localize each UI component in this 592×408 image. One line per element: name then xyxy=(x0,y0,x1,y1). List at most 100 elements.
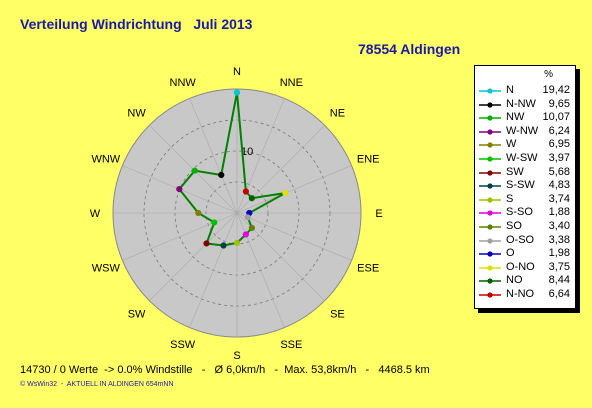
direction-label: WSW xyxy=(92,262,121,274)
legend-item: W-SW 3,97 xyxy=(477,152,573,166)
legend-marker-icon xyxy=(479,156,501,162)
data-point xyxy=(233,239,241,247)
direction-label: SSW xyxy=(170,339,196,351)
legend-item: W 6,95 xyxy=(477,138,573,152)
direction-label: NNE xyxy=(280,77,303,89)
legend-marker-icon xyxy=(479,115,501,121)
legend-value: 6,95 xyxy=(548,138,570,151)
spoke-line xyxy=(236,165,352,214)
data-point xyxy=(220,242,227,249)
legend-direction-label: NO xyxy=(506,274,523,287)
data-point xyxy=(242,188,249,195)
stats-footer: 14730 / 0 Werte -> 0.0% Windstille - Ø 6… xyxy=(20,364,430,376)
legend-direction-label: N-NW xyxy=(506,97,536,110)
direction-label: N xyxy=(233,66,241,78)
legend-direction-label: N-NO xyxy=(506,288,535,300)
direction-label: NW xyxy=(127,108,146,120)
direction-label: SSE xyxy=(280,339,302,351)
legend-marker-icon xyxy=(479,197,501,203)
legend-direction-label: SW xyxy=(506,165,524,178)
chart-title: Verteilung Windrichtung Juli 2013 xyxy=(20,16,253,32)
legend-direction-label: N xyxy=(506,84,514,96)
data-point xyxy=(195,209,202,217)
spoke-line xyxy=(236,212,352,261)
direction-label: ENE xyxy=(357,154,380,166)
spoke-line xyxy=(189,212,238,328)
legend-direction-label: S-SW xyxy=(506,179,535,192)
legend-item: O-NO 3,75 xyxy=(477,261,573,275)
legend-direction-label: S xyxy=(506,192,514,205)
legend-item: W-NW 6,24 xyxy=(477,125,573,139)
legend-direction-label: NW xyxy=(506,111,525,124)
legend-item: SW 5,68 xyxy=(477,166,573,180)
data-point xyxy=(211,219,218,226)
legend-item: O-SO 3,38 xyxy=(477,234,573,248)
legend-marker-icon xyxy=(479,210,501,216)
legend-marker-icon xyxy=(479,129,501,135)
legend-direction-label: O-SO xyxy=(506,233,535,246)
legend-item: NW 10,07 xyxy=(477,111,573,125)
legend-item: N-NW 9,65 xyxy=(477,98,573,112)
legend-value: 3,75 xyxy=(548,260,570,273)
legend-direction-label: O xyxy=(506,247,515,260)
legend-marker-icon xyxy=(479,101,501,108)
data-point xyxy=(176,186,183,193)
spoke-line xyxy=(189,98,238,214)
direction-label: E xyxy=(375,208,382,220)
legend-value: 3,38 xyxy=(548,233,570,246)
legend-unit: % xyxy=(544,69,553,80)
legend-marker-icon xyxy=(479,292,501,298)
station-label: 78554 Aldingen xyxy=(358,41,461,57)
data-point xyxy=(242,231,249,238)
legend-value: 3,97 xyxy=(548,152,570,164)
legend-value: 6,64 xyxy=(548,288,570,300)
data-point xyxy=(282,189,289,197)
legend-value: 19,42 xyxy=(542,84,570,96)
legend-item: SO 3,40 xyxy=(477,220,573,234)
legend-value: 3,40 xyxy=(548,220,570,232)
spoke-line xyxy=(122,212,238,261)
legend-direction-label: W-NW xyxy=(506,124,539,137)
legend-value: 1,98 xyxy=(548,247,570,260)
legend: % N 19,42 N-NW 9,65 NW 10,07 W-NW 6,24 W 6,95 W-SW… xyxy=(474,65,576,309)
legend-marker-icon xyxy=(479,88,501,94)
legend-value: 6,24 xyxy=(548,124,570,137)
data-point xyxy=(244,214,251,221)
legend-direction-label: W xyxy=(506,138,517,151)
legend-direction-label: W-SW xyxy=(506,152,538,164)
legend-direction-label: O-NO xyxy=(506,260,535,273)
legend-value: 4,83 xyxy=(548,179,570,192)
legend-item: N-NO 6,64 xyxy=(477,288,573,302)
legend-value: 3,74 xyxy=(548,192,570,205)
legend-value: 5,68 xyxy=(548,165,570,178)
legend-item: S-SO 1,88 xyxy=(477,206,573,220)
data-point xyxy=(233,89,241,96)
data-point xyxy=(203,240,210,247)
ring-label: 10 xyxy=(241,146,253,158)
legend-marker-icon xyxy=(479,251,501,257)
legend-value: 9,65 xyxy=(548,97,570,110)
spoke-line xyxy=(149,212,238,301)
legend-value: 8,44 xyxy=(548,274,570,287)
direction-label: SW xyxy=(128,308,146,320)
legend-marker-icon xyxy=(479,169,501,176)
direction-label: S xyxy=(233,350,240,362)
credit-line: © WsWin32 - AKTUELL IN ALDINGEN 654mNN xyxy=(20,381,174,388)
legend-direction-label: SO xyxy=(506,220,522,232)
legend-item: NO 8,44 xyxy=(477,274,573,288)
direction-label: WNW xyxy=(91,154,120,166)
legend-marker-icon xyxy=(479,224,501,230)
data-point xyxy=(248,195,255,202)
legend-marker-icon xyxy=(479,183,501,189)
legend-item: N 19,42 xyxy=(477,84,573,98)
legend-item: O 1,98 xyxy=(477,247,573,261)
legend-marker-icon xyxy=(479,142,501,148)
direction-label: W xyxy=(90,208,101,220)
data-point xyxy=(218,171,225,179)
legend-value: 1,88 xyxy=(548,206,570,219)
legend-direction-label: S-SO xyxy=(506,206,533,219)
legend-marker-icon xyxy=(479,278,501,284)
data-point xyxy=(191,167,198,174)
